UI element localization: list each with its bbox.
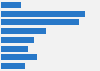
Bar xyxy=(1,46,28,52)
Bar xyxy=(1,11,85,17)
Bar xyxy=(1,19,79,25)
Bar xyxy=(1,28,46,34)
Bar xyxy=(1,63,25,69)
Bar xyxy=(1,37,34,43)
Bar xyxy=(1,2,21,8)
Bar xyxy=(1,54,37,60)
